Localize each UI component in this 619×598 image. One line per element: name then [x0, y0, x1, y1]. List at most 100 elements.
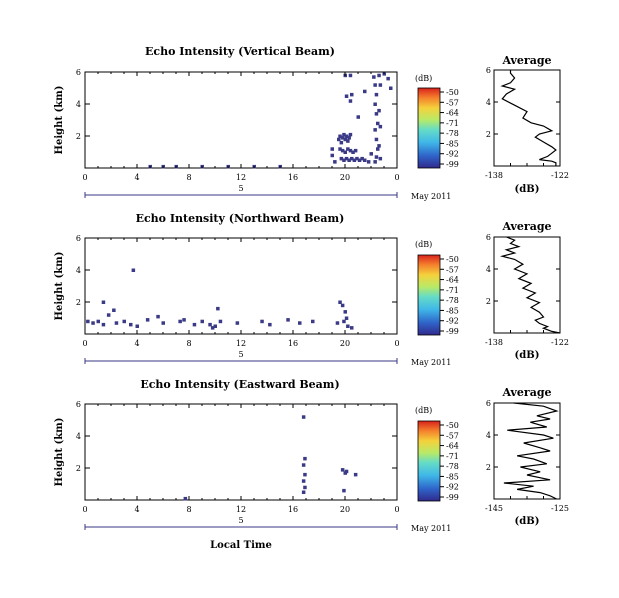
echo-cell	[353, 148, 358, 153]
y-tick-label: 2	[486, 463, 491, 472]
y-tick-label: 6	[486, 66, 491, 75]
colorbar: (dB) -50-57 -64-71-78-85 -92-99	[415, 240, 459, 336]
echo-cell	[101, 300, 106, 304]
heatmap-frame	[84, 403, 398, 501]
y-tick-label: 4	[486, 265, 491, 274]
echo-cell	[303, 472, 307, 477]
echo-cell	[343, 310, 347, 314]
echo-cell	[344, 134, 349, 138]
echo-cell	[377, 108, 381, 113]
echo-cell	[374, 92, 379, 97]
heatmap-frame	[84, 71, 398, 169]
echo-cells	[148, 72, 393, 169]
average-title: Average	[501, 54, 551, 67]
heatmap-title: Echo Intensity (Eastward Beam)	[140, 378, 339, 391]
y-ticks: 2 4 6	[76, 400, 397, 473]
echo-cell	[218, 319, 223, 324]
x-tick-label: 0	[82, 173, 87, 182]
echo-cell	[338, 134, 342, 138]
echo-cell	[374, 112, 379, 116]
echo-cell	[366, 160, 371, 164]
echo-cell	[378, 124, 383, 129]
echo-cell	[213, 324, 217, 328]
x-ticks: 0 4 8 12 16 20 0	[82, 238, 400, 364]
y-tick-label: 2	[76, 464, 81, 473]
echo-cell	[352, 158, 357, 162]
colorbar-tick-label: -78	[446, 296, 459, 305]
echo-cell	[346, 139, 350, 143]
colorbar-tick-label: -92	[446, 150, 459, 159]
date-axis: 5	[85, 184, 397, 196]
y-tick-label: 6	[76, 68, 81, 77]
echo-cell	[122, 319, 126, 324]
echo-cell	[208, 322, 212, 327]
date-tick-label: 5	[238, 350, 243, 359]
colorbar-tick-label: -50	[446, 255, 459, 264]
average-xlabel: (dB)	[515, 350, 540, 361]
echo-cell	[369, 152, 373, 156]
colorbar-gradient	[417, 420, 441, 502]
heatmap-panel-eastward: Echo Intensity (Eastward Beam) Height (k…	[54, 378, 459, 551]
echo-cell	[178, 319, 182, 324]
colorbar-tick-label: -99	[446, 493, 459, 502]
echo-cell	[347, 158, 351, 162]
echo-cell	[182, 318, 186, 322]
echo-cell	[101, 322, 106, 327]
echo-cell	[338, 300, 342, 304]
x-tick-label: 12	[236, 339, 246, 348]
echo-cell	[360, 156, 364, 161]
echo-cell	[156, 314, 160, 319]
echo-cell	[337, 137, 341, 142]
colorbar-tick-label: -50	[446, 421, 459, 430]
x-tick-label: 20	[340, 173, 350, 182]
echo-cell	[301, 479, 306, 483]
echo-cell	[192, 322, 197, 327]
x-tick-label: 4	[134, 173, 139, 182]
echo-cell	[330, 147, 334, 151]
average-line	[499, 236, 561, 334]
y-tick-label: 6	[76, 234, 81, 243]
echo-cell	[344, 316, 349, 320]
echo-cell	[335, 321, 340, 325]
heatmap-panel-vertical: Echo Intensity (Vertical Beam) Height (k…	[54, 45, 459, 201]
echo-cell	[346, 147, 350, 151]
echo-cell	[216, 306, 220, 311]
echo-cell	[301, 490, 306, 494]
echo-cell	[386, 76, 390, 81]
echo-cell	[340, 303, 345, 308]
heatmap-ylabel: Height (km)	[54, 252, 65, 321]
colorbar-tick-label: -99	[446, 160, 459, 169]
x-tick-label: 12	[236, 505, 246, 514]
echo-cell	[342, 158, 346, 162]
colorbar-tick-label: -71	[446, 119, 459, 128]
x-tick-label: 20	[340, 505, 350, 514]
colorbar-ticks: -50-57 -64-71-78-85 -92-99	[440, 421, 459, 502]
colorbar: (dB) -50-57 -64-71-78-85 -92-99	[415, 406, 459, 502]
heatmap-ylabel: Height (km)	[54, 418, 65, 487]
colorbar-tick-label: -85	[446, 306, 459, 315]
echo-cell	[268, 322, 272, 327]
colorbar-tick-label: -64	[446, 442, 459, 451]
echo-cells	[86, 268, 354, 330]
echo-cell	[301, 415, 306, 419]
x-tick-label: 0	[394, 173, 399, 182]
colorbar-gradient	[417, 254, 441, 336]
echo-cell	[348, 148, 353, 153]
echo-cell	[114, 321, 119, 325]
echo-cell	[348, 73, 353, 78]
heatmap-frame	[84, 237, 398, 335]
echo-cell	[301, 463, 306, 467]
echo-cell	[376, 121, 380, 126]
x-tick-label: -138	[485, 171, 503, 180]
heatmap-panel-northward: Echo Intensity (Northward Beam) Height (…	[54, 212, 459, 367]
echo-cell	[347, 136, 351, 140]
y-ticks: 2 4 6	[76, 234, 397, 307]
echo-cell	[311, 319, 315, 324]
echo-cell	[286, 318, 290, 322]
echo-cell	[96, 319, 100, 324]
echo-cell	[348, 99, 353, 103]
echo-cell	[145, 318, 150, 322]
echo-cell	[235, 321, 240, 325]
x-tick-label: -122	[551, 171, 569, 180]
